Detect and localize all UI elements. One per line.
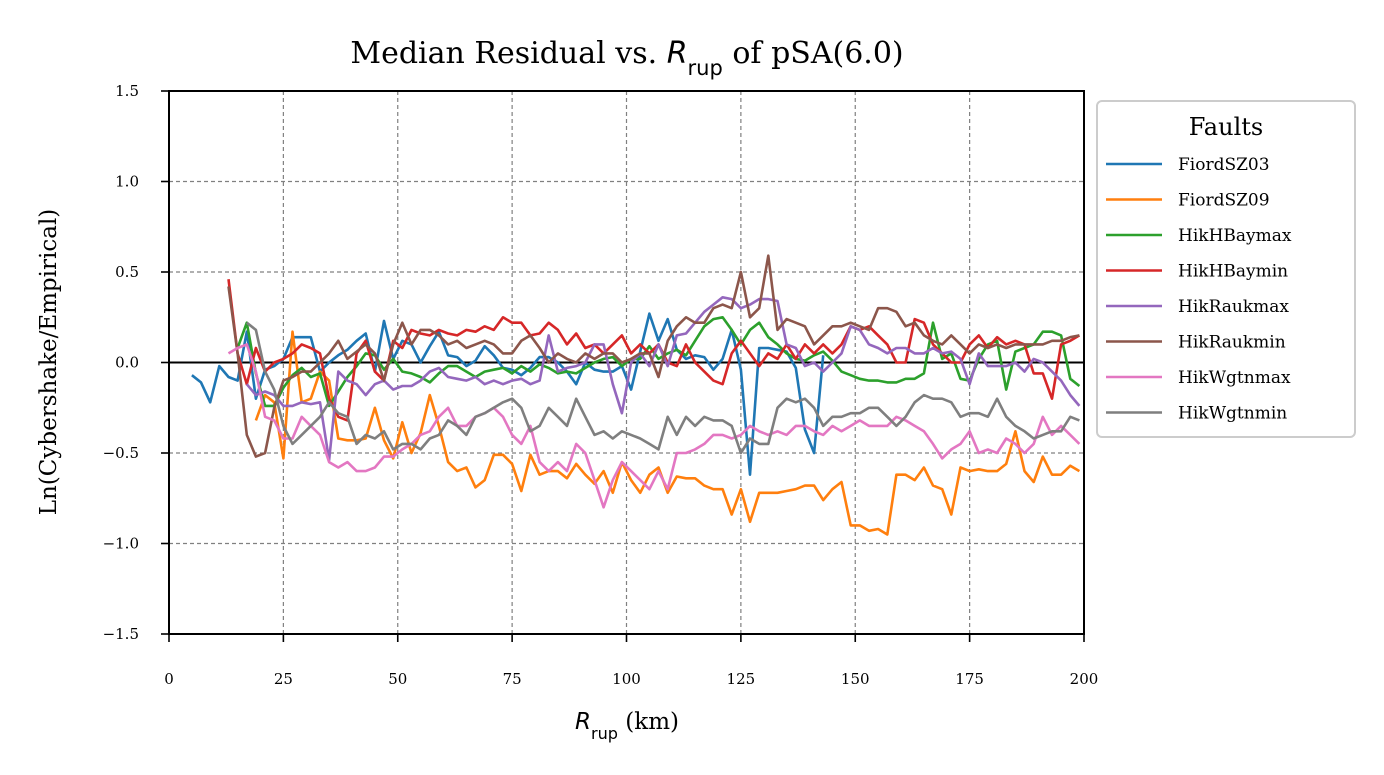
x-tick-label: 200 — [1070, 670, 1099, 688]
x-tick-label: 25 — [274, 670, 293, 688]
series-line-hikraukmin — [227, 254, 1080, 458]
x-tick-label: 50 — [388, 670, 407, 688]
series-line-fiordsz09 — [254, 330, 1081, 536]
series-line-hikwgtnmax — [227, 343, 1081, 509]
legend-frame — [1096, 100, 1356, 438]
x-tick-label: 100 — [612, 670, 641, 688]
y-tick-label: −0.5 — [103, 444, 139, 462]
x-tick-label: 175 — [955, 670, 984, 688]
y-tick-label: −1.5 — [103, 625, 139, 643]
x-tick-label: 125 — [727, 670, 756, 688]
axis-ticks: 0 25 50 75 100 125 150 175 200 −1.5 −1.0 −0.5 0.0 0.5… — [103, 82, 1099, 688]
legend-label-fiordsz09: FiordSZ09 — [1178, 191, 1270, 211]
x-tick-label: 75 — [503, 670, 522, 688]
legend-label-hikraukmin: HikRaukmin — [1178, 333, 1286, 353]
y-tick-label: 1.0 — [115, 173, 139, 191]
series-line-hikwgtnmin — [245, 321, 1080, 455]
y-tick-label: −1.0 — [103, 535, 139, 553]
chart-title: Median Residual vs. Rrup of pSA(6.0) — [350, 36, 903, 80]
legend-title: Faults — [1189, 113, 1263, 141]
legend: Faults FiordSZ03 FiordSZ09 HikHBaymax HikHB… — [1096, 100, 1356, 438]
legend-label-fiordsz03: FiordSZ03 — [1178, 155, 1270, 175]
series-line-hikhbaymin — [227, 279, 1081, 422]
legend-label-hikhbaymin: HikHBaymin — [1178, 262, 1288, 282]
y-axis-label: Ln(Cybershake/Empirical) — [36, 209, 62, 516]
x-tick-label: 150 — [841, 670, 870, 688]
x-tick-label: 0 — [164, 670, 174, 688]
y-tick-label: 1.5 — [115, 82, 139, 100]
legend-label-hikhbaymax: HikHBaymax — [1178, 226, 1292, 246]
y-tick-label: 0.5 — [115, 263, 139, 281]
series-lines — [191, 254, 1081, 536]
x-axis-label: Rrup (km) — [575, 709, 679, 743]
y-tick-label: 0.0 — [115, 354, 139, 372]
legend-label-hikwgtnmin: HikWgtnmin — [1178, 404, 1287, 424]
legend-label-hikwgtnmax: HikWgtnmax — [1178, 368, 1291, 388]
legend-label-hikraukmax: HikRaukmax — [1178, 297, 1289, 317]
series-line-fiordsz03 — [191, 312, 825, 477]
